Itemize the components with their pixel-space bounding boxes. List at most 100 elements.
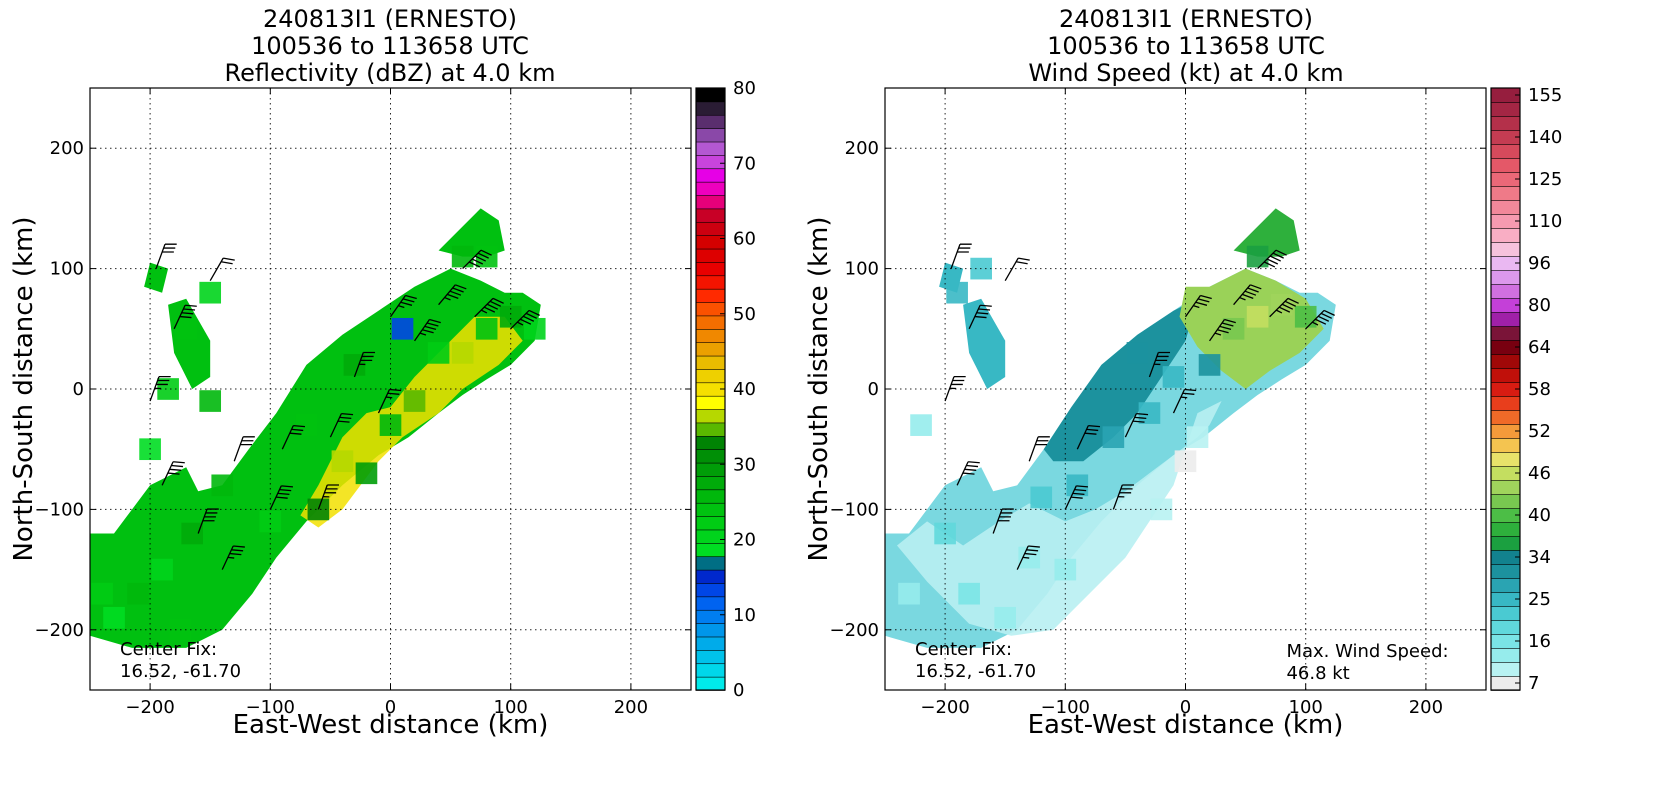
colorbar-tick-label: 16 [1528,631,1551,652]
y-axis-label: North-South distance (km) [804,216,834,561]
colorbar-tick-label: 80 [733,78,756,99]
colorbar-tick-label: 46 [1528,463,1551,484]
colorbar-segment [1491,200,1520,215]
colorbar-tick-label: 96 [1528,253,1551,274]
colorbar-segment [1491,368,1520,383]
data-cell [199,282,221,304]
colorbar-tick-label: 7 [1528,673,1539,694]
x-axis-label: East-West distance (km) [1028,710,1344,740]
colorbar-tick-label: 125 [1528,169,1562,190]
colorbar-segment [696,208,725,222]
data-cell [404,390,426,412]
center-fix-annotation: Center Fix: [915,639,1012,660]
colorbar-segment [1491,620,1520,635]
data-cell [452,246,474,268]
y-tick-label: 0 [73,379,84,400]
colorbar-tick-label: 0 [733,680,744,701]
colorbar-segment [1491,158,1520,173]
chart-title-line: Reflectivity (dBZ) at 4.0 km [225,59,556,87]
data-cell [476,318,498,340]
chart-title-line: 100536 to 113658 UTC [251,32,529,60]
data-cell [211,474,233,496]
y-axis-label: North-South distance (km) [9,216,39,561]
data-cell [898,583,920,605]
chart-panel-wind-speed: 240813I1 (ERNESTO)100536 to 113658 UTCWi… [804,5,1562,740]
plot-area [90,208,546,648]
colorbar-segment [1491,564,1520,579]
y-tick-label: 200 [50,138,84,159]
colorbar-segment [696,168,725,182]
colorbar-segment [696,489,725,503]
plot-area [885,208,1336,648]
colorbar-segment [696,543,725,557]
colorbar-tick-label: 155 [1528,85,1562,106]
colorbar-segment [1491,116,1520,131]
data-cell [332,450,354,472]
data-cell [392,318,414,340]
x-axis-label: East-West distance (km) [233,710,549,740]
chart-panel-reflectivity: 240813I1 (ERNESTO)100536 to 113658 UTCRe… [9,5,756,740]
colorbar-segment [696,570,725,584]
colorbar-segment [696,610,725,624]
colorbar-segment [1491,522,1520,537]
data-cell [1054,559,1076,581]
colorbar-segment [1491,410,1520,425]
colorbar-segment [1491,662,1520,677]
colorbar-segment [1491,578,1520,593]
colorbar-segment [696,115,725,129]
data-cell [910,414,932,436]
colorbar-segment [696,436,725,450]
colorbar-segment [696,650,725,664]
data-cell [982,354,1004,376]
data-cell [1247,306,1269,328]
colorbar-segment [696,623,725,637]
data-cell [1247,246,1269,268]
colorbar-segment [1491,186,1520,201]
colorbar-segment [696,262,725,276]
data-cell [151,559,173,581]
chart-title-line: 100536 to 113658 UTC [1047,32,1325,60]
colorbar-segment [1491,270,1520,285]
data-cell [199,390,221,412]
chart-title-line: 240813I1 (ERNESTO) [1059,5,1313,33]
colorbar-tick-label: 70 [733,153,756,174]
colorbar-tick-label: 50 [733,304,756,325]
colorbar-segment [696,101,725,115]
colorbar-segment [1491,438,1520,453]
colorbar-segment [696,289,725,303]
colorbar-tick-label: 64 [1528,337,1551,358]
colorbar-segment [696,529,725,543]
colorbar-segment [696,396,725,410]
colorbar-segment [696,596,725,610]
wind-barb [951,244,972,268]
data-cell [1187,426,1209,448]
colorbar-segment [1491,648,1520,663]
data-cell [1030,487,1052,509]
colorbar-segment [696,128,725,142]
colorbar-tick-label: 25 [1528,589,1551,610]
colorbar-tick-label: 40 [1528,505,1551,526]
colorbar-segment [696,356,725,370]
colorbar-segment [696,249,725,263]
data-cell [175,318,197,340]
x-tick-label: 200 [614,697,648,718]
colorbar-segment [696,182,725,196]
data-cell [103,607,125,629]
colorbar-segment [1491,312,1520,327]
center-fix-annotation: 16.52, -61.70 [120,661,241,682]
colorbar-segment [696,583,725,597]
colorbar-tick-label: 30 [733,454,756,475]
colorbar-segment [696,503,725,517]
colorbar-tick-label: 40 [733,379,756,400]
colorbar-segment [696,275,725,289]
data-cell [524,318,546,340]
y-tick-label: −100 [35,499,84,520]
data-cell [356,462,378,484]
colorbar-segment [696,636,725,650]
y-tick-label: 100 [50,259,84,280]
x-tick-label: −200 [920,697,969,718]
colorbar-segment [1491,480,1520,495]
colorbar-segment [696,476,725,490]
